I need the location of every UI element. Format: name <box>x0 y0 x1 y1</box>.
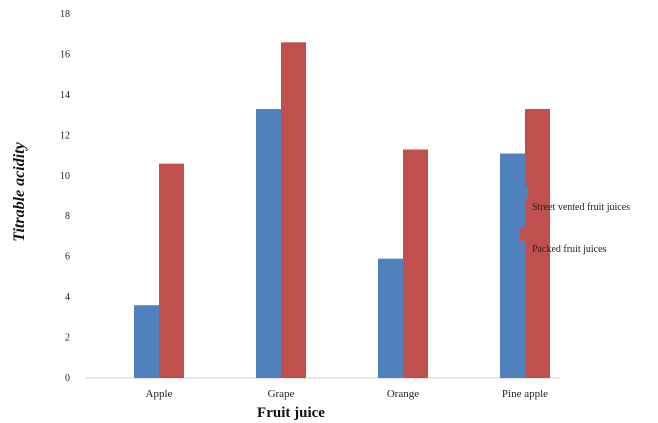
bar-pine-apple-series-2 <box>525 109 550 379</box>
bars <box>134 42 550 379</box>
bar-orange-series-2 <box>403 149 428 378</box>
y-tick-label: 18 <box>60 9 70 20</box>
y-tick-label: 0 <box>65 373 70 384</box>
y-tick-label: 6 <box>65 252 70 263</box>
y-tick-label: 16 <box>60 49 70 60</box>
y-axis-ticks: 0 2 4 6 8 10 12 14 16 18 <box>60 9 70 384</box>
x-category-label: Pine apple <box>502 388 548 400</box>
x-axis-categories: Apple Grape Orange Pine apple <box>146 388 549 400</box>
x-category-label: Grape <box>268 388 295 400</box>
bar-grape-series-1 <box>256 109 281 379</box>
y-tick-label: 2 <box>65 333 70 344</box>
legend-label: Street vented fruit juices <box>532 202 630 213</box>
y-tick-label: 4 <box>65 292 70 303</box>
bar-apple-series-2 <box>159 163 184 378</box>
legend-swatch <box>520 228 528 241</box>
y-tick-label: 10 <box>60 171 70 182</box>
y-tick-label: 12 <box>60 130 70 141</box>
bar-grape-series-2 <box>281 42 306 379</box>
legend-swatch <box>520 186 528 199</box>
x-category-label: Orange <box>387 388 419 400</box>
y-axis-title: Titrable acidity <box>11 141 28 241</box>
x-category-label: Apple <box>146 388 173 400</box>
legend: Street vented fruit juices Packed fruit j… <box>520 186 630 255</box>
x-axis-title: Fruit juice <box>257 405 325 421</box>
bar-apple-series-1 <box>134 305 159 378</box>
y-tick-label: 14 <box>60 90 70 101</box>
y-tick-label: 8 <box>65 211 70 222</box>
bar-orange-series-1 <box>378 258 403 378</box>
legend-label: Packed fruit juices <box>532 244 607 255</box>
